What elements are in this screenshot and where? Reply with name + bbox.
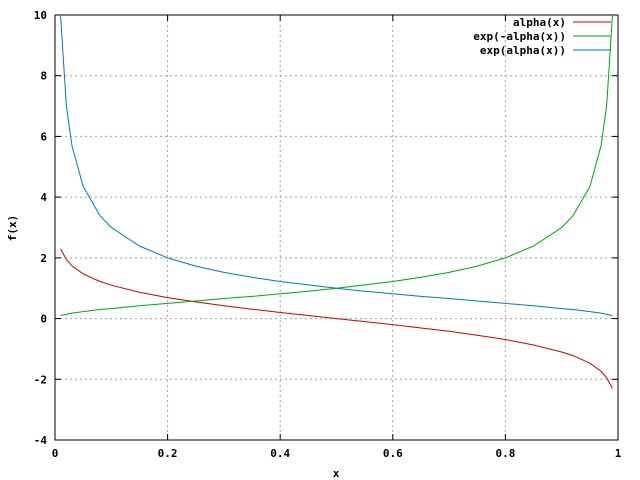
y-tick-label: -2: [34, 373, 47, 386]
y-tick-label: 0: [40, 313, 47, 326]
y-tick-label: -4: [34, 434, 48, 447]
series-line-3: [60, 15, 613, 316]
x-tick-label: 0: [52, 447, 59, 460]
x-axis-label: x: [333, 467, 340, 480]
y-tick-label: 2: [40, 252, 47, 265]
x-tick-label: 0.4: [270, 447, 290, 460]
x-tick-label: 1: [615, 447, 622, 460]
series-line-1: [60, 248, 613, 389]
legend-label-2: exp(-alpha(x)): [473, 30, 566, 43]
axis-ticks: [54, 14, 619, 441]
series-line-2: [60, 15, 613, 316]
x-tick-label: 0.6: [383, 447, 403, 460]
plot-frame: [54, 14, 619, 441]
legend: alpha(x)exp(-alpha(x))exp(alpha(x)): [473, 16, 611, 57]
y-tick-label: 4: [40, 191, 47, 204]
x-tick-label: 0.8: [495, 447, 515, 460]
tick-labels: 0 0.2 0.4 0.6 0.8 1 -4 -2 0 2 4 6 8 10: [34, 9, 622, 460]
y-axis-label: f(x): [6, 215, 19, 242]
legend-label-3: exp(alpha(x)): [480, 44, 566, 57]
y-tick-label: 10: [34, 9, 47, 22]
series-lines: [60, 15, 613, 389]
grid: [55, 15, 618, 440]
legend-label-1: alpha(x): [513, 16, 566, 29]
y-tick-label: 6: [40, 130, 47, 143]
x-tick-label: 0.2: [158, 447, 178, 460]
y-tick-label: 8: [40, 70, 47, 83]
